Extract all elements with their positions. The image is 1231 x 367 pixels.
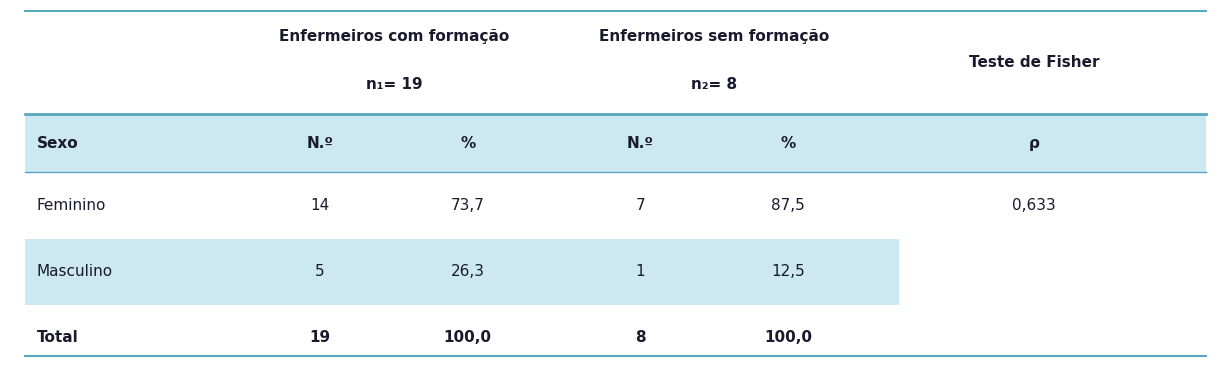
- Text: Total: Total: [37, 330, 79, 345]
- Text: ρ: ρ: [1029, 136, 1039, 150]
- Text: Sexo: Sexo: [37, 136, 79, 150]
- Text: Enfermeiros com formação: Enfermeiros com formação: [278, 29, 510, 44]
- Text: Teste de Fisher: Teste de Fisher: [969, 55, 1099, 70]
- Bar: [25, 239, 1206, 305]
- Text: 5: 5: [315, 264, 325, 279]
- Text: 1: 1: [635, 264, 645, 279]
- Text: Masculino: Masculino: [37, 264, 113, 279]
- Text: 7: 7: [635, 198, 645, 213]
- Text: 87,5: 87,5: [771, 198, 805, 213]
- Text: 73,7: 73,7: [451, 198, 485, 213]
- Text: %: %: [460, 136, 475, 150]
- Text: n₂= 8: n₂= 8: [691, 77, 737, 92]
- Text: Enfermeiros sem formação: Enfermeiros sem formação: [598, 29, 830, 44]
- Text: Feminino: Feminino: [37, 198, 106, 213]
- Text: 12,5: 12,5: [771, 264, 805, 279]
- Text: 100,0: 100,0: [764, 330, 811, 345]
- Text: 0,633: 0,633: [1012, 198, 1056, 213]
- Text: 100,0: 100,0: [444, 330, 491, 345]
- Text: n₁= 19: n₁= 19: [366, 77, 422, 92]
- Bar: [899, 239, 1206, 305]
- Text: N.º: N.º: [627, 136, 654, 150]
- Text: N.º: N.º: [307, 136, 334, 150]
- Text: 26,3: 26,3: [451, 264, 485, 279]
- Text: 8: 8: [635, 330, 645, 345]
- Text: %: %: [780, 136, 795, 150]
- Text: 14: 14: [310, 198, 330, 213]
- Text: 19: 19: [309, 330, 331, 345]
- Bar: [25, 114, 1206, 172]
